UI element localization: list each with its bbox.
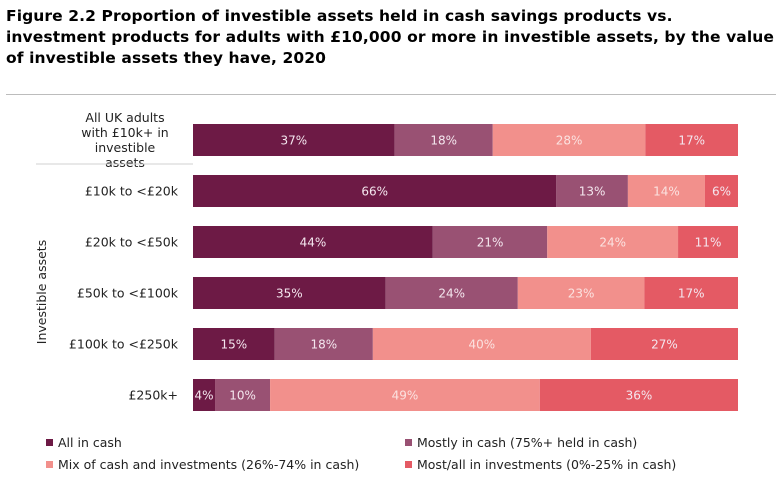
data-label: 24% bbox=[599, 236, 626, 250]
category-label: £50k to <£100k bbox=[77, 286, 179, 301]
bar-segment bbox=[678, 226, 738, 258]
category-label: £100k to <£250k bbox=[69, 337, 179, 352]
bar-segment bbox=[372, 328, 591, 360]
bar-segment bbox=[627, 175, 705, 207]
bar-segment bbox=[517, 277, 645, 309]
bar-segment bbox=[193, 124, 395, 156]
bar-segment bbox=[394, 124, 493, 156]
data-label: 49% bbox=[392, 389, 419, 403]
bar-segment bbox=[432, 226, 548, 258]
legend-label: All in cash bbox=[58, 435, 122, 450]
data-label: 10% bbox=[229, 389, 256, 403]
legend-swatch bbox=[46, 439, 53, 446]
bar-segment bbox=[492, 124, 646, 156]
data-label: 36% bbox=[626, 389, 653, 403]
data-label: 17% bbox=[678, 134, 705, 148]
bar-segment bbox=[193, 226, 433, 258]
bar-segment bbox=[645, 124, 738, 156]
bar-segment bbox=[193, 379, 216, 411]
legend-label: Mostly in cash (75%+ held in cash) bbox=[417, 435, 638, 450]
data-label: 4% bbox=[194, 389, 213, 403]
bar-segment bbox=[385, 277, 518, 309]
bar-segment bbox=[644, 277, 738, 309]
legend-swatch bbox=[46, 461, 53, 468]
data-label: 28% bbox=[556, 134, 583, 148]
legend-label: Mix of cash and investments (26%-74% in … bbox=[58, 457, 360, 472]
data-label: 21% bbox=[477, 236, 504, 250]
data-label: 24% bbox=[438, 287, 465, 301]
bar-segment bbox=[193, 175, 557, 207]
category-axis: All UK adults with £10k+ in investible asse… bbox=[36, 110, 193, 403]
bar-segment bbox=[547, 226, 679, 258]
data-label: 44% bbox=[300, 236, 327, 250]
chart-title: Figure 2.2 Proportion of investible asse… bbox=[6, 7, 775, 67]
data-label: 17% bbox=[678, 287, 705, 301]
title-divider bbox=[6, 94, 776, 95]
data-label: 6% bbox=[712, 185, 731, 199]
bar-segment bbox=[274, 328, 373, 360]
category-label: All UK adults with £10k+ in investible asse… bbox=[81, 110, 168, 170]
category-label: £250k+ bbox=[128, 388, 178, 403]
y-axis-label: Investible assets bbox=[34, 240, 49, 344]
bar-segment bbox=[539, 379, 738, 411]
legend-item: Most/all in investments (0%-25% in cash) bbox=[405, 457, 676, 472]
bar-segment bbox=[556, 175, 628, 207]
bar-segment bbox=[193, 277, 386, 309]
data-label: 11% bbox=[695, 236, 722, 250]
data-label: 18% bbox=[430, 134, 457, 148]
data-label: 15% bbox=[221, 338, 248, 352]
data-label: 23% bbox=[568, 287, 595, 301]
legend-item: Mostly in cash (75%+ held in cash) bbox=[405, 435, 637, 450]
data-label: 13% bbox=[579, 185, 606, 199]
category-label: £20k to <£50k bbox=[85, 235, 179, 250]
legend-swatch bbox=[405, 439, 412, 446]
bars: 37% 18% 28% 17% 66% 13% 14% 6% 44% 21% 24% 11% 35% 24… bbox=[193, 124, 738, 411]
category-label: £10k to <£20k bbox=[85, 184, 179, 199]
legend-label: Most/all in investments (0%-25% in cash) bbox=[417, 457, 677, 472]
data-label: 35% bbox=[276, 287, 303, 301]
bar-segment bbox=[704, 175, 738, 207]
data-label: 27% bbox=[651, 338, 678, 352]
legend-item: All in cash bbox=[46, 435, 122, 450]
data-label: 14% bbox=[653, 185, 680, 199]
data-label: 18% bbox=[310, 338, 337, 352]
data-label: 66% bbox=[361, 185, 388, 199]
data-label: 40% bbox=[469, 338, 496, 352]
bar-segment bbox=[193, 328, 275, 360]
legend-swatch bbox=[405, 461, 412, 468]
legend-item: Mix of cash and investments (26%-74% in … bbox=[46, 457, 359, 472]
bar-segment bbox=[215, 379, 271, 411]
data-label: 37% bbox=[280, 134, 307, 148]
bar-segment bbox=[270, 379, 540, 411]
bar-segment bbox=[590, 328, 738, 360]
